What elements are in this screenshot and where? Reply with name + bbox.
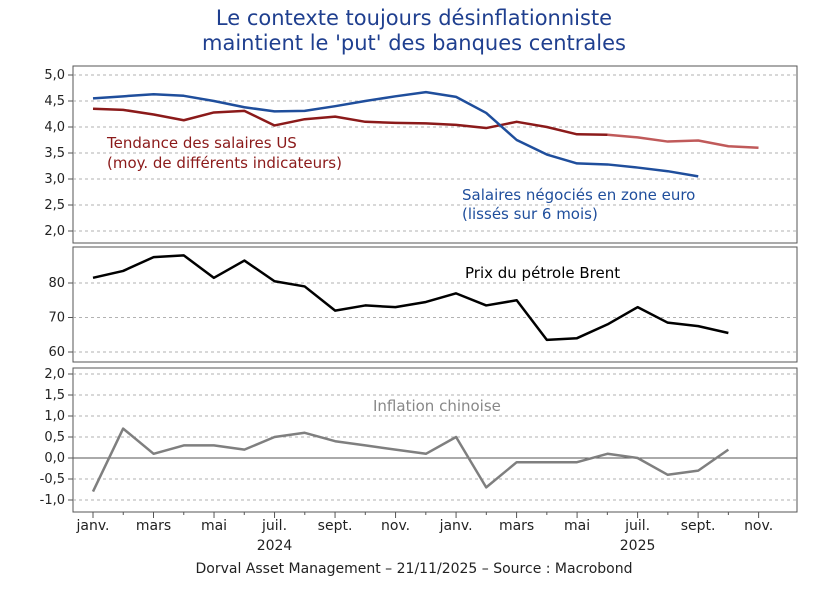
year-label-2024: 2024: [257, 538, 293, 554]
panel-frame-oil: [72, 246, 798, 363]
series-line-brent: [92, 254, 729, 342]
chart-title-line-2: maintient le 'put' des banques centrales: [202, 31, 626, 55]
ytick-label-oil-2: 60: [48, 345, 65, 360]
series-label-us-wages-1: Tendance des salaires US: [106, 134, 297, 152]
xtick-label-5: nov.: [381, 518, 410, 534]
panel-frame-wages: [72, 65, 798, 244]
chart-title-line-1: Le contexte toujours désinflationniste: [215, 6, 613, 30]
series-label-brent: Prix du pétrole Brent: [465, 264, 620, 282]
series-line-us-wages-recent: [607, 133, 759, 150]
ytick-label-oil-0: 80: [48, 276, 65, 291]
xtick-label-0: janv.: [76, 518, 110, 534]
ytick-label-wages-4: 3,0: [44, 172, 65, 187]
series-label-us-wages-2: (moy. de différents indicateurs): [107, 154, 342, 172]
series-label-eu-wages-2: (lissés sur 6 mois): [462, 205, 598, 223]
ytick-label-wages-6: 2,0: [44, 224, 65, 239]
ytick-label-wages-1: 4,5: [44, 94, 65, 109]
panel-frame-china: [72, 367, 798, 513]
ytick-label-china-6: -1,0: [40, 493, 65, 508]
ytick-label-oil-1: 70: [48, 311, 65, 326]
source-footer: Dorval Asset Management – 21/11/2025 – S…: [195, 561, 633, 577]
xtick-label-9: juil.: [624, 518, 650, 534]
xtick-label-8: mai: [564, 518, 590, 534]
series-label-china-cpi: Inflation chinoise: [373, 397, 501, 415]
ytick-label-china-1: 1,5: [44, 388, 65, 403]
xtick-label-11: nov.: [744, 518, 773, 534]
year-label-2025: 2025: [620, 538, 656, 554]
series-line-eu-wages: [92, 90, 699, 178]
ytick-label-china-4: 0,0: [44, 451, 65, 466]
ytick-label-china-0: 2,0: [44, 367, 65, 382]
ytick-label-wages-2: 4,0: [44, 120, 65, 135]
ytick-label-china-2: 1,0: [44, 409, 65, 424]
ytick-label-wages-3: 3,5: [44, 146, 65, 161]
series-line-us-wages: [92, 107, 608, 137]
ytick-label-wages-0: 5,0: [44, 68, 65, 83]
ytick-label-china-3: 0,5: [44, 430, 65, 445]
xtick-label-6: janv.: [439, 518, 473, 534]
xtick-label-4: sept.: [318, 518, 353, 534]
xtick-label-10: sept.: [681, 518, 716, 534]
ytick-label-wages-5: 2,5: [44, 198, 65, 213]
ytick-label-china-5: -0,5: [40, 472, 65, 487]
xtick-label-7: mars: [499, 518, 534, 534]
series-label-eu-wages-1: Salaires négociés en zone euro: [462, 186, 695, 204]
xtick-label-1: mars: [136, 518, 171, 534]
xtick-label-3: juil.: [261, 518, 287, 534]
xtick-label-2: mai: [201, 518, 227, 534]
series-line-china-cpi: [91, 427, 730, 493]
